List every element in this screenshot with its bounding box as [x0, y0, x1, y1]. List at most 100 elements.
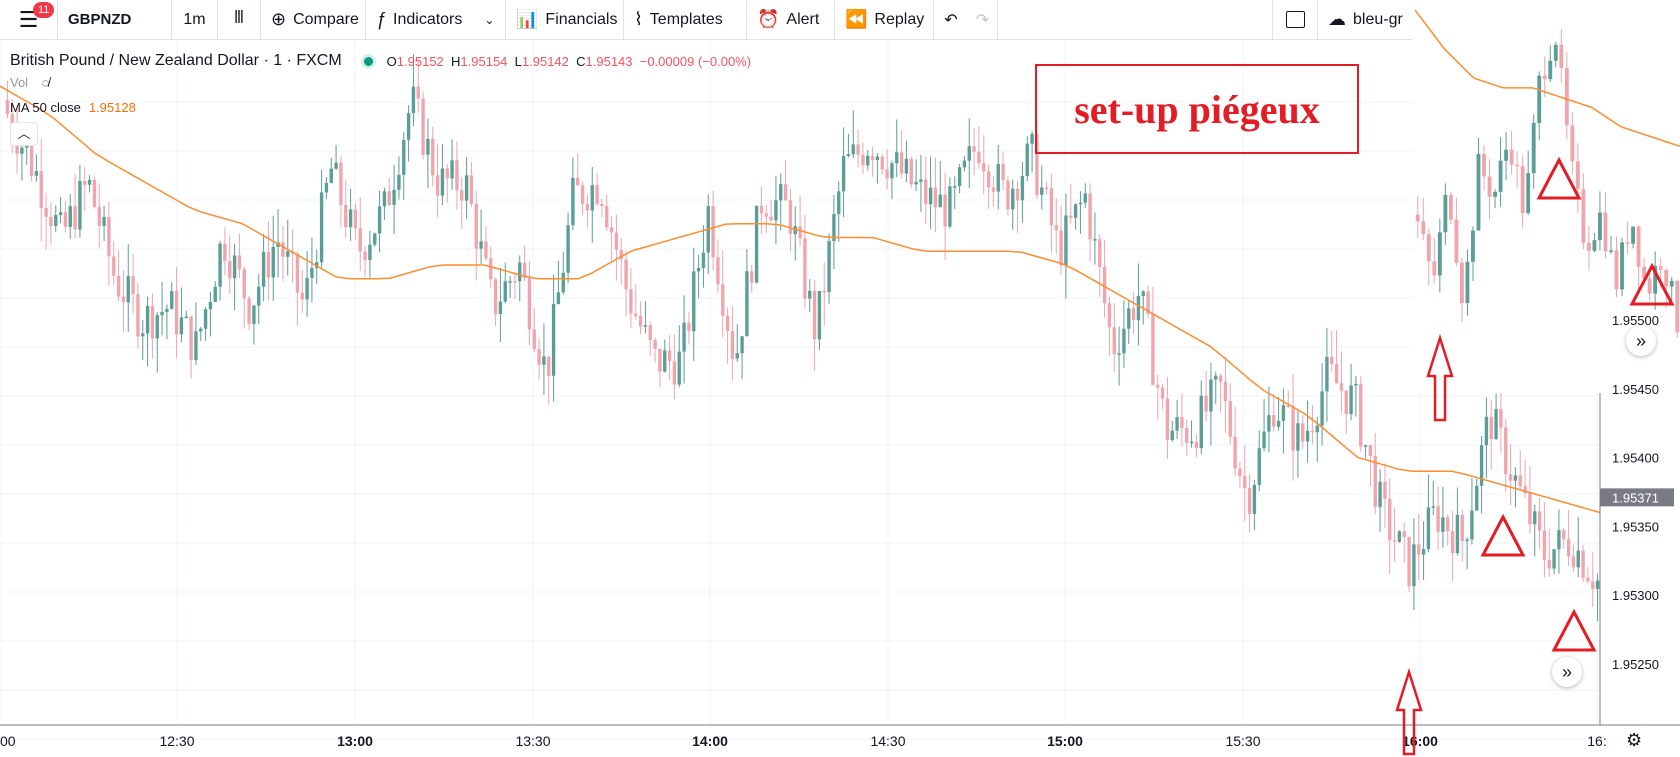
volume-legend[interactable]: Vol ◌̸: [10, 75, 50, 90]
main-candle: [1199, 395, 1203, 449]
main-candle: [194, 331, 198, 360]
templates-icon: ⌇: [634, 9, 643, 29]
ma-label: MA 50 close: [10, 100, 81, 115]
main-candle: [875, 156, 880, 161]
chart-type-button[interactable]: 𝍫: [218, 0, 261, 39]
main-candle: [1431, 506, 1435, 508]
main-candle: [812, 290, 817, 340]
main-candle: [1460, 514, 1464, 542]
settings-gear-icon[interactable]: ⚙: [1626, 730, 1643, 750]
redo-button[interactable]: ↷: [968, 0, 998, 39]
main-candle: [899, 152, 904, 174]
main-candle: [1102, 267, 1107, 304]
main-candle: [750, 271, 754, 283]
main-candle: [421, 98, 425, 155]
change-value: −0.00009 (−0.00%): [639, 53, 752, 69]
main-candle: [527, 277, 532, 330]
price-tick-label: 1.95450: [1612, 382, 1659, 397]
main-candle: [972, 146, 976, 152]
scroll-to-realtime-button[interactable]: »: [1552, 657, 1582, 687]
main-candle: [590, 185, 594, 211]
inset-candle: [1559, 44, 1564, 69]
collapse-legend-button[interactable]: ︿: [10, 122, 38, 146]
main-candle: [837, 191, 841, 215]
templates-button[interactable]: ⌇ Templates: [624, 0, 747, 39]
main-candle: [967, 146, 971, 161]
main-candle: [5, 100, 10, 115]
main-candle: [1107, 303, 1112, 328]
symbol-search-button[interactable]: GBPNZD: [58, 0, 172, 39]
indicators-label: Indicators: [393, 10, 463, 28]
time-tick-label: 16:00: [1402, 733, 1438, 749]
main-candle: [866, 155, 870, 166]
square-icon: [1285, 11, 1305, 28]
ohlc-values: O1.95152 H1.95154 L1.95142 C1.95143 −0.0…: [386, 53, 752, 69]
inset-candle: [1553, 44, 1558, 61]
inset-candle: [1609, 250, 1613, 252]
main-candle: [716, 257, 720, 285]
main-candle: [411, 86, 416, 114]
main-candle: [1547, 559, 1551, 569]
fullscreen-button[interactable]: [1272, 0, 1318, 39]
time-tick-label: 15:00: [1047, 733, 1083, 749]
annotation-text-box[interactable]: set-up piégeux: [1035, 64, 1359, 154]
inset-candle: [1664, 269, 1669, 287]
main-candle: [1151, 313, 1155, 385]
main-candle: [1383, 481, 1387, 499]
main-candle: [1499, 409, 1503, 428]
main-candle: [107, 217, 111, 257]
eye-hidden-icon[interactable]: ◌̸: [41, 75, 50, 90]
undo-button[interactable]: ↶: [934, 0, 968, 39]
ma-line: [0, 85, 1601, 514]
indicators-button[interactable]: ƒ Indicators ⌄: [366, 0, 506, 39]
main-candle: [682, 322, 686, 352]
main-candle: [518, 262, 522, 282]
main-candle: [1194, 441, 1199, 449]
main-candle: [1349, 385, 1353, 415]
main-candle: [856, 144, 860, 155]
main-candle: [957, 167, 962, 187]
main-candle: [909, 158, 913, 185]
main-candle: [203, 309, 208, 329]
main-menu-button[interactable]: ☰ 11: [0, 0, 58, 39]
main-candle: [1243, 476, 1247, 489]
main-candle: [1185, 427, 1189, 443]
main-candle: [721, 284, 725, 316]
rewind-icon: ⏪: [845, 9, 868, 29]
main-candle: [29, 145, 34, 176]
main-candle: [1581, 550, 1585, 578]
main-candle: [774, 200, 778, 221]
main-candle: [1078, 202, 1083, 205]
main-candle: [247, 298, 251, 325]
interval-button[interactable]: 1m: [172, 0, 218, 39]
main-candle: [266, 252, 271, 278]
financials-button[interactable]: 📊 Financials: [506, 0, 624, 39]
main-candle: [228, 261, 232, 279]
main-candle: [605, 205, 609, 228]
inset-candle: [1493, 191, 1497, 197]
main-candles: [5, 54, 1600, 622]
scroll-to-realtime-button-inset[interactable]: »: [1626, 326, 1656, 356]
alert-button[interactable]: ⏰ Alert: [747, 0, 835, 39]
main-candle: [1368, 445, 1373, 456]
main-candle: [1320, 391, 1324, 426]
compare-button[interactable]: ⊕ Compare: [261, 0, 366, 39]
time-tick-label: 14:30: [870, 733, 905, 749]
main-candle: [822, 291, 826, 293]
main-candle: [1131, 308, 1136, 321]
series-legend: British Pound / New Zealand Dollar · 1 ·…: [10, 52, 751, 70]
main-candle: [1344, 390, 1348, 415]
ma-legend[interactable]: MA 50 close 1.95128: [10, 100, 136, 115]
main-candle: [1508, 474, 1513, 481]
main-candle: [808, 290, 812, 299]
main-candle: [551, 303, 556, 376]
main-candle: [1359, 383, 1363, 447]
triangle-marker: [1536, 156, 1582, 200]
main-candle: [223, 243, 227, 262]
layout-button[interactable]: ☁ bleu-gr: [1318, 0, 1412, 39]
inset-candle: [1581, 189, 1586, 243]
main-candle: [779, 184, 783, 201]
main-candle: [1054, 225, 1058, 231]
replay-button[interactable]: ⏪ Replay: [835, 0, 934, 39]
